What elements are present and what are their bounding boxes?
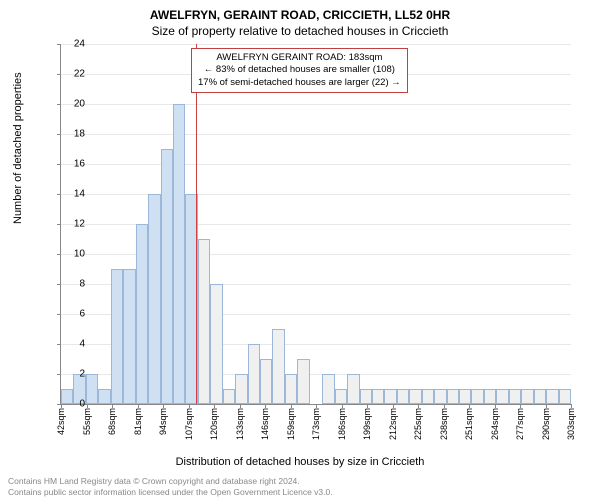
xtick-label: 264sqm [490, 408, 500, 440]
histogram-bar [272, 329, 284, 404]
xtick-label: 173sqm [311, 408, 321, 440]
histogram-bar [471, 389, 483, 404]
xtick-label: 55sqm [82, 408, 92, 435]
plot-area: 42sqm55sqm68sqm81sqm94sqm107sqm120sqm133… [60, 44, 571, 405]
chart-container: AWELFRYN, GERAINT ROAD, CRICCIETH, LL52 … [0, 0, 600, 500]
footer-attribution: Contains HM Land Registry data © Crown c… [8, 476, 333, 498]
histogram-bar [509, 389, 521, 404]
ytick-label: 22 [55, 69, 85, 80]
xtick-label: 94sqm [158, 408, 168, 435]
annotation-line1: AWELFRYN GERAINT ROAD: 183sqm [198, 52, 401, 64]
histogram-bar [546, 389, 558, 404]
y-axis-label: Number of detached properties [12, 72, 24, 224]
histogram-bar [161, 149, 173, 404]
histogram-bar [235, 374, 247, 404]
xtick-label: 238sqm [439, 408, 449, 440]
histogram-bar [434, 389, 446, 404]
histogram-bar [123, 269, 135, 404]
gridline [61, 104, 571, 105]
xtick-label: 81sqm [133, 408, 143, 435]
xtick-label: 199sqm [362, 408, 372, 440]
ytick-label: 20 [55, 99, 85, 110]
xtick-label: 251sqm [464, 408, 474, 440]
xtick-label: 146sqm [260, 408, 270, 440]
histogram-bar [384, 389, 396, 404]
histogram-bar [360, 389, 372, 404]
ytick-label: 6 [55, 309, 85, 320]
histogram-bar [335, 389, 347, 404]
histogram-bar [86, 374, 98, 404]
histogram-bar [397, 389, 409, 404]
histogram-bar [521, 389, 533, 404]
ytick-label: 2 [55, 369, 85, 380]
xtick-label: 107sqm [184, 408, 194, 440]
ytick-label: 16 [55, 159, 85, 170]
histogram-bar [285, 374, 297, 404]
xtick-label: 68sqm [107, 408, 117, 435]
xtick-label: 290sqm [541, 408, 551, 440]
ytick-label: 4 [55, 339, 85, 350]
xtick-label: 225sqm [413, 408, 423, 440]
title-address: AWELFRYN, GERAINT ROAD, CRICCIETH, LL52 … [0, 8, 600, 22]
histogram-bar [496, 389, 508, 404]
annotation-line3: 17% of semi-detached houses are larger (… [198, 77, 401, 89]
histogram-bar [136, 224, 148, 404]
ytick-label: 10 [55, 249, 85, 260]
xtick-label: 42sqm [56, 408, 66, 435]
histogram-bar [559, 389, 571, 404]
histogram-bar [198, 239, 210, 404]
annotation-line2: ← 83% of detached houses are smaller (10… [198, 64, 401, 76]
gridline [61, 44, 571, 45]
histogram-bar [447, 389, 459, 404]
xtick-label: 133sqm [235, 408, 245, 440]
marker-line [196, 44, 197, 404]
ytick-label: 0 [55, 399, 85, 410]
xtick-label: 186sqm [337, 408, 347, 440]
ytick-label: 8 [55, 279, 85, 290]
gridline [61, 134, 571, 135]
histogram-bar [322, 374, 334, 404]
ytick-label: 14 [55, 189, 85, 200]
ytick-label: 18 [55, 129, 85, 140]
histogram-bar [372, 389, 384, 404]
histogram-bar [111, 269, 123, 404]
gridline [61, 194, 571, 195]
ytick-label: 24 [55, 39, 85, 50]
x-axis-label: Distribution of detached houses by size … [0, 456, 600, 468]
histogram-bar [347, 374, 359, 404]
histogram-bar [173, 104, 185, 404]
footer-line1: Contains HM Land Registry data © Crown c… [8, 476, 333, 487]
xtick-label: 277sqm [515, 408, 525, 440]
histogram-bar [484, 389, 496, 404]
histogram-bar [223, 389, 235, 404]
histogram-bar [422, 389, 434, 404]
histogram-bar [148, 194, 160, 404]
title-subtitle: Size of property relative to detached ho… [0, 24, 600, 38]
annotation-box: AWELFRYN GERAINT ROAD: 183sqm← 83% of de… [191, 48, 408, 93]
footer-line2: Contains public sector information licen… [8, 487, 333, 498]
histogram-bar [210, 284, 222, 404]
histogram-bar [459, 389, 471, 404]
histogram-bar [248, 344, 260, 404]
xtick-label: 303sqm [566, 408, 576, 440]
histogram-bar [534, 389, 546, 404]
histogram-bar [297, 359, 309, 404]
histogram-bar [409, 389, 421, 404]
xtick-label: 159sqm [286, 408, 296, 440]
ytick-label: 12 [55, 219, 85, 230]
gridline [61, 164, 571, 165]
histogram-bar [98, 389, 110, 404]
xtick-label: 120sqm [209, 408, 219, 440]
histogram-bar [260, 359, 272, 404]
xtick-label: 212sqm [388, 408, 398, 440]
